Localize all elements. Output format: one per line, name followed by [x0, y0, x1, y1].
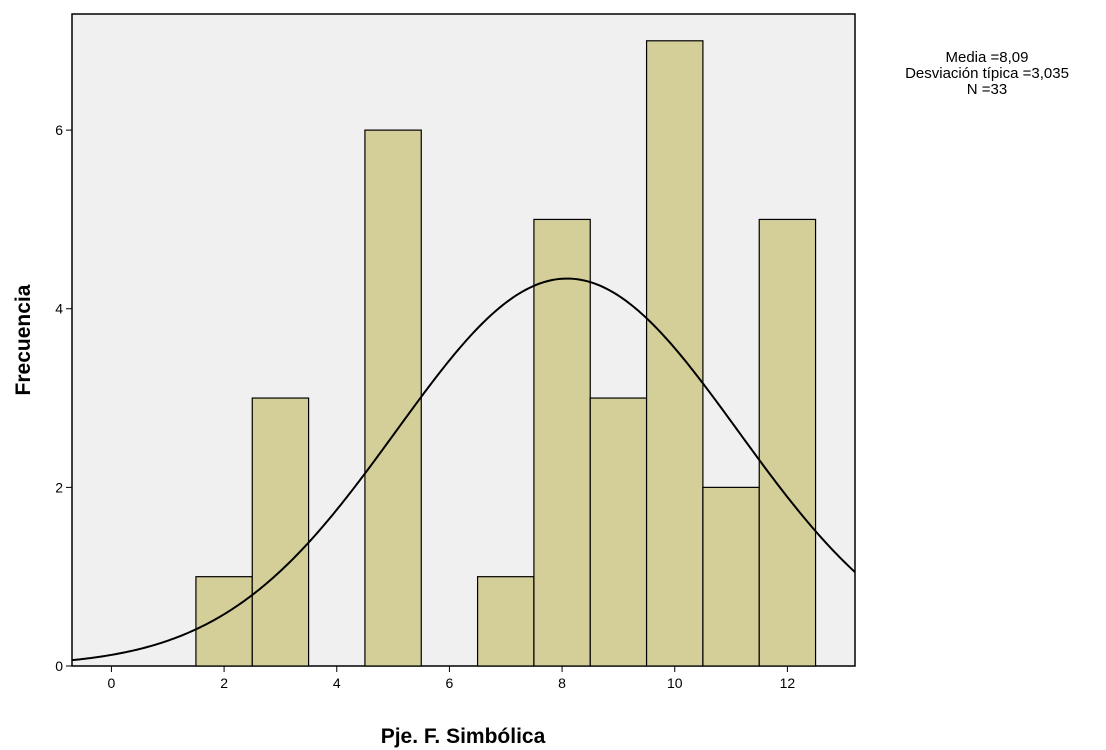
statistics-legend: Media =8,09 Desviación típica =3,035 N =… — [872, 50, 1102, 98]
x-tick-label: 10 — [667, 675, 683, 691]
normal-curve — [71, 277, 856, 662]
x-tick-label: 0 — [108, 675, 116, 691]
stat-std-dev: Desviación típica =3,035 — [905, 65, 1069, 82]
y-tick-label: 4 — [55, 301, 63, 317]
x-tick-label: 8 — [558, 675, 566, 691]
x-tick-label: 4 — [333, 675, 341, 691]
y-tick-label: 6 — [55, 122, 63, 138]
x-axis-title: Pje. F. Simbólica — [381, 725, 546, 748]
y-tick-label: 2 — [55, 479, 63, 495]
y-tick-label: 0 — [55, 658, 63, 674]
histogram-bar — [702, 486, 760, 667]
x-tick-label: 12 — [780, 675, 796, 691]
histogram-bar — [533, 218, 591, 667]
stat-n: N =33 — [966, 81, 1008, 98]
histogram-bar — [195, 576, 253, 667]
histogram-bar — [645, 40, 704, 667]
stat-mean: Media =8,09 — [945, 49, 1029, 66]
y-axis-title: Frecuencia — [12, 284, 35, 395]
x-tick-label: 2 — [220, 675, 228, 691]
histogram-bar — [251, 397, 310, 667]
x-tick-label: 6 — [446, 675, 454, 691]
histogram-bar — [758, 218, 817, 667]
histogram-bar — [476, 576, 535, 667]
histogram-bar — [589, 397, 648, 667]
histogram-bar — [364, 129, 422, 667]
